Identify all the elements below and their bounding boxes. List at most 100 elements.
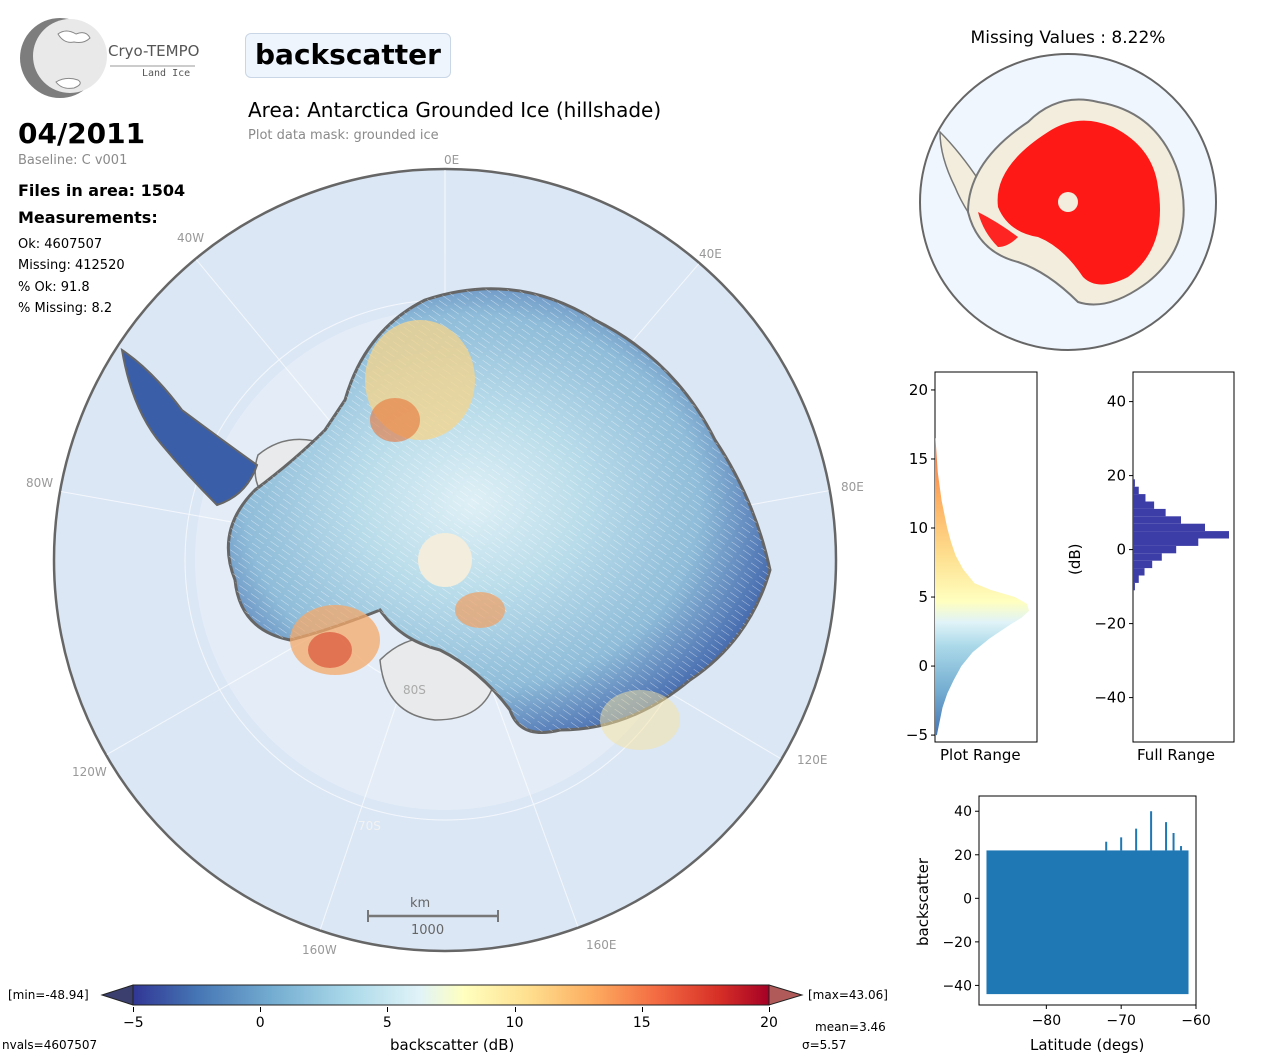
scatter-ylabel: backscatter	[914, 857, 932, 946]
full-range-ytick: 0	[1116, 541, 1126, 559]
colorbar-tick-mark	[387, 1007, 389, 1012]
colorbar-max-extend	[768, 984, 804, 1006]
scalebar-unit: km	[410, 896, 431, 911]
full-range-histogram: 40 20 0 −20 −40	[1094, 371, 1235, 743]
plot-range-hist-area	[935, 438, 1029, 736]
lon-label-120e: 120E	[797, 753, 828, 767]
full-range-hist-bar	[1133, 538, 1199, 546]
scatter-ytick: −40	[942, 978, 972, 994]
full-range-hist-bar	[1133, 560, 1153, 569]
plot-range-ytick: 0	[918, 657, 928, 675]
plot-range-ytick: −5	[906, 726, 928, 744]
colorbar-min-label: [min=-48.94]	[8, 988, 89, 1002]
colorbar-tick: 10	[505, 1015, 524, 1031]
colorbar	[100, 984, 804, 1006]
full-range-hist-bar	[1133, 545, 1177, 554]
mask-note: Plot data mask: grounded ice	[248, 128, 439, 143]
baseline-label: Baseline: C v001	[18, 153, 128, 168]
plot-range-ytick: 10	[909, 519, 928, 537]
cryo-tempo-logo	[20, 18, 195, 98]
colorbar-axis-label: backscatter (dB)	[390, 1036, 515, 1054]
full-range-ytick: 20	[1107, 467, 1126, 485]
missing-values-map	[919, 53, 1217, 351]
colorbar-tick-mark	[769, 1007, 770, 1012]
pole-hole	[418, 533, 472, 587]
colorbar-tick: 0	[255, 1015, 265, 1031]
plot-range-ytick: 5	[918, 588, 928, 606]
scatter-ytick: −20	[942, 935, 972, 951]
scatter-point-cloud	[986, 850, 1189, 995]
colorbar-tick: 15	[632, 1015, 651, 1031]
scatter-ytick: 20	[954, 848, 972, 864]
colorbar-tick: 5	[382, 1015, 392, 1031]
stat-pct-ok: % Ok: 91.8	[18, 280, 90, 295]
full-range-hist-bar	[1133, 582, 1135, 591]
full-range-hist-bar	[1133, 575, 1139, 583]
scatter-outlier	[1172, 833, 1175, 851]
plot-range-label: Plot Range	[940, 746, 1021, 764]
full-range-hist-bar	[1133, 508, 1166, 517]
lon-label-120w: 120W	[72, 765, 107, 779]
full-range-hist-bar	[1133, 486, 1139, 495]
full-range-hist-bar	[1133, 553, 1162, 561]
full-range-hist-bar	[1133, 523, 1205, 532]
colorbar-tick-mark	[133, 1007, 134, 1012]
lon-label-160w: 160W	[302, 943, 337, 957]
missing-map-title: Missing Values : 8.22%	[970, 28, 1166, 48]
scatter-ytick: 0	[963, 891, 972, 907]
lon-label-0e: 0E	[444, 153, 460, 167]
files-in-area: Files in area: 1504	[18, 181, 186, 200]
lon-label-160e: 160E	[586, 938, 617, 952]
scatter-xtick: −70	[1106, 1013, 1136, 1029]
scalebar-value: 1000	[411, 923, 445, 938]
colorbar-tick: 20	[760, 1015, 778, 1031]
main-map	[52, 167, 838, 953]
mean-label: mean=3.46	[815, 1020, 886, 1034]
scatter-outlier	[1165, 822, 1168, 851]
date-label: 04/2011	[18, 117, 146, 150]
colorbar-tick-mark	[641, 1007, 643, 1012]
logo-subtitle: Land Ice	[142, 68, 191, 79]
scatter-xlabel: Latitude (degs)	[1030, 1036, 1145, 1054]
antarctic-peninsula	[120, 347, 259, 507]
plot-range-ytick: 20	[909, 381, 928, 399]
full-range-hist-bar	[1133, 479, 1135, 487]
colorbar-tick-mark	[260, 1007, 262, 1012]
full-range-hist-bar	[1133, 494, 1146, 502]
colorbar-tick-mark	[514, 1007, 516, 1012]
scatter-xtick: −80	[1032, 1013, 1062, 1029]
lon-label-80e: 80E	[841, 480, 864, 494]
full-range-hist-bar	[1133, 516, 1181, 524]
scatter-outlier	[1120, 837, 1123, 851]
plot-range-ytick: 15	[909, 450, 928, 468]
scatter-outlier	[1105, 841, 1108, 851]
missing-region	[997, 120, 1160, 285]
nvals-label: nvals=4607507	[2, 1038, 98, 1052]
lat-label-80s: 80S	[403, 683, 426, 697]
logo-title: Cryo-TEMPO	[108, 42, 200, 60]
scatter-ytick: 40	[954, 804, 972, 820]
lat-label-70s: 70S	[358, 819, 381, 833]
colorbar-tick: −5	[123, 1015, 144, 1031]
full-range-ytick: 40	[1107, 393, 1126, 411]
full-range-hist-bar	[1133, 568, 1145, 576]
scatter-outlier	[1135, 828, 1138, 851]
colorbar-max-label: [max=43.06]	[808, 988, 888, 1002]
stat-missing: Missing: 412520	[18, 258, 125, 273]
lon-label-80w: 80W	[26, 476, 54, 490]
full-range-ylabel: (dB)	[1066, 543, 1084, 575]
full-range-ytick: −40	[1094, 689, 1126, 707]
variable-title: backscatter	[245, 33, 451, 78]
sigma-label: σ=5.57	[802, 1038, 847, 1052]
colorbar-min-extend	[100, 984, 134, 1006]
scatter-xtick: −60	[1181, 1013, 1211, 1029]
lon-label-40e: 40E	[699, 247, 722, 261]
measurements-heading: Measurements:	[18, 208, 158, 227]
area-title: Area: Antarctica Grounded Ice (hillshade…	[248, 98, 662, 122]
full-range-hist-bar	[1133, 531, 1229, 539]
plot-range-histogram: −5 0 5 10 15 20	[906, 371, 1038, 744]
lon-label-40w: 40W	[177, 231, 205, 245]
scatter-outlier	[1180, 846, 1183, 851]
full-range-ytick: −20	[1094, 615, 1126, 633]
scatter-outlier	[1150, 811, 1153, 851]
